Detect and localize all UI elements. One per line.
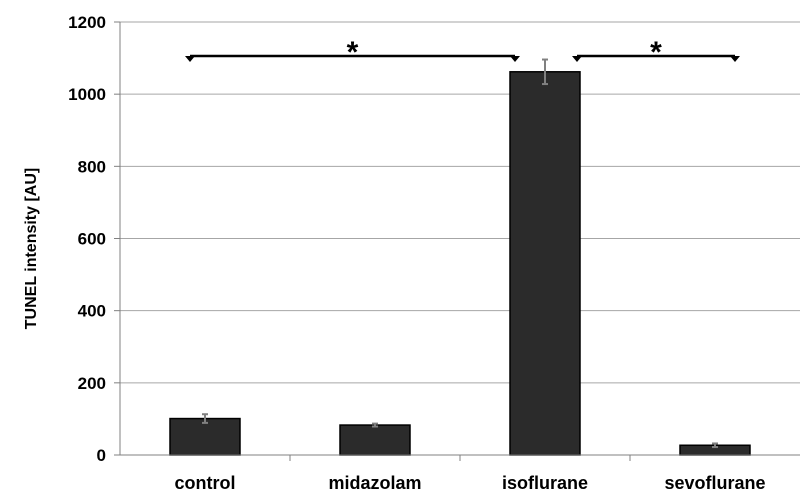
gridlines — [120, 21, 800, 384]
x-category-label: control — [175, 473, 236, 493]
x-axis-labels: control midazolam isoflurane sevoflurane — [175, 473, 766, 493]
y-tick-label: 400 — [78, 302, 106, 321]
error-bars — [202, 58, 718, 449]
y-axis-title: TUNEL intensity [AU] — [23, 168, 40, 329]
significance-annotations: * * — [185, 36, 740, 69]
significance-marker: * — [650, 36, 662, 69]
y-tick-label: 0 — [97, 446, 106, 465]
bars — [169, 71, 751, 456]
bar-control — [169, 417, 241, 456]
bar-midazolam — [339, 424, 411, 456]
significance-marker: * — [347, 36, 359, 69]
significance-arrow — [185, 56, 195, 62]
y-tick-label: 1000 — [68, 85, 106, 104]
x-category-label: isoflurane — [502, 473, 588, 493]
y-tick-label: 200 — [78, 374, 106, 393]
x-category-label: sevoflurane — [664, 473, 765, 493]
significance-arrow — [572, 56, 582, 62]
x-category-label: midazolam — [328, 473, 421, 493]
significance-arrow — [730, 56, 740, 62]
bar-isoflurane — [509, 71, 581, 456]
y-axis-ticks: 0 200 400 600 800 1000 1200 — [68, 13, 631, 465]
y-tick-label: 1200 — [68, 13, 106, 32]
y-tick-label: 800 — [78, 157, 106, 176]
significance-arrow — [510, 56, 520, 62]
y-tick-label: 600 — [78, 230, 106, 249]
